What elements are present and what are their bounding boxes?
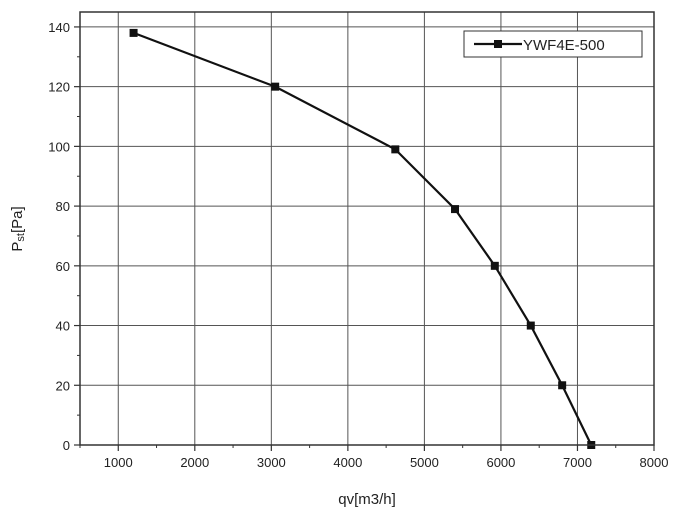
x-tick-label: 7000	[563, 455, 592, 470]
data-point	[558, 381, 567, 390]
data-point	[129, 28, 138, 37]
x-tick-label: 1000	[104, 455, 133, 470]
y-axis-title-main: P	[9, 242, 26, 252]
plot-frame	[79, 11, 655, 446]
data-point	[271, 82, 280, 91]
legend-label: YWF4E-500	[523, 37, 605, 54]
data-point	[391, 145, 400, 154]
y-tick-label: 0	[63, 438, 70, 453]
y-tick-label: 140	[48, 20, 70, 35]
x-tick-label: 5000	[410, 455, 439, 470]
x-tick-label: 4000	[333, 455, 362, 470]
x-tick-label: 6000	[486, 455, 515, 470]
y-axis-title-sub: st	[15, 233, 27, 242]
y-tick-label: 120	[48, 80, 70, 95]
y-tick-label: 60	[56, 259, 70, 274]
x-tick-label: 8000	[640, 455, 669, 470]
legend-marker	[494, 40, 502, 48]
x-tick-label: 2000	[180, 455, 209, 470]
series-layer	[129, 28, 596, 449]
x-axis-title: qv[m3/h]	[338, 491, 396, 508]
data-point	[451, 205, 460, 214]
y-tick-label: 100	[48, 139, 70, 154]
grid	[80, 12, 654, 445]
series-line	[133, 31, 593, 446]
legend: YWF4E-500	[463, 30, 643, 58]
y-axis: 0 20 40 60 80 100 120 140	[48, 20, 80, 453]
x-axis: 1000 2000 3000 4000 5000 6000 7000 8000	[79, 445, 669, 470]
y-tick-label: 40	[56, 319, 70, 334]
x-tick-label: 3000	[257, 455, 286, 470]
data-point	[490, 261, 499, 270]
y-tick-label: 80	[56, 199, 70, 214]
y-axis-title: Pst[Pa]	[9, 206, 27, 251]
y-tick-label: 20	[56, 378, 70, 393]
y-axis-title-rest: [Pa]	[9, 206, 26, 233]
data-point	[526, 321, 535, 330]
